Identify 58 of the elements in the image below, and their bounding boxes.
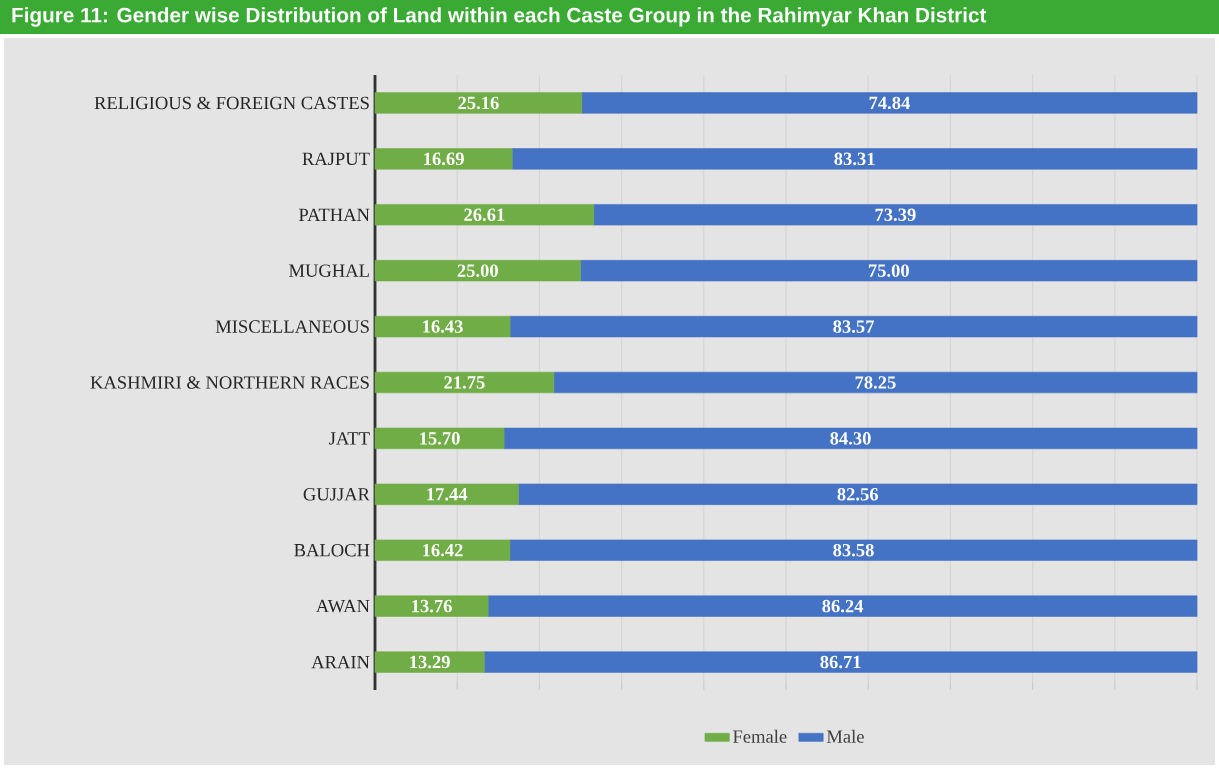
bar (580, 260, 1198, 282)
y-tick-label: KASHMIRI & NORTHERN RACES (90, 376, 369, 389)
bar (509, 315, 1198, 338)
data-label: 86.71 (820, 655, 861, 669)
bar (511, 148, 1198, 170)
data-label: 16.69 (424, 152, 464, 166)
bar (374, 483, 519, 505)
bar (483, 651, 1198, 673)
data-label: 13.29 (410, 655, 450, 669)
y-tick-label: MISCELLANEOUS (215, 320, 369, 333)
data-label: 83.58 (833, 543, 874, 557)
bar (374, 92, 583, 114)
bar (509, 539, 1198, 561)
bar (374, 148, 513, 170)
chart-title: Figure 11: Gender wise Distribution of Land within each Caste Group in the Rahimyar Khan District (12, 7, 987, 27)
data-label: 21.75 (444, 376, 485, 389)
bar (593, 204, 1198, 226)
y-tick-label: MUGHAL (289, 264, 369, 277)
y-tick-label: AWAN (315, 599, 370, 613)
data-label: 16.42 (423, 543, 463, 557)
y-tick-label: RELIGIOUS & FOREIGN CASTES (94, 96, 369, 110)
data-label: 74.84 (869, 96, 910, 110)
bar (374, 204, 595, 226)
data-label: 17.44 (427, 488, 468, 501)
bar (374, 427, 505, 450)
data-label: 75.00 (868, 264, 909, 277)
data-label: 86.24 (822, 599, 864, 613)
bar (487, 595, 1198, 617)
bar (374, 539, 511, 561)
bar (374, 595, 489, 617)
data-label: 25.00 (457, 264, 498, 277)
bar (553, 371, 1198, 394)
data-label: 83.31 (834, 152, 875, 166)
y-tick-label: ARAIN (311, 655, 370, 669)
y-tick-label: JATT (329, 432, 370, 445)
bar (581, 92, 1198, 114)
y-tick-label: BALOCH (294, 543, 370, 557)
data-label: 78.25 (855, 376, 896, 389)
legend-label: Male (826, 729, 864, 743)
data-label: 83.57 (833, 320, 874, 333)
data-label: 13.76 (412, 599, 452, 613)
data-label: 84.30 (830, 432, 871, 445)
bar (503, 427, 1198, 450)
y-tick-label: RAJPUT (302, 152, 370, 166)
bar (374, 371, 555, 394)
y-tick-label: PATHAN (298, 208, 370, 221)
data-label: 73.39 (875, 208, 916, 222)
y-tick-label: GUJJAR (303, 488, 370, 501)
data-label: 82.56 (837, 488, 879, 501)
bar (518, 483, 1198, 505)
data-label: 15.70 (420, 432, 460, 445)
bar (374, 651, 485, 673)
data-label: 26.61 (464, 208, 505, 222)
data-label: 25.16 (458, 96, 499, 110)
bar (374, 260, 581, 282)
bar (374, 315, 511, 338)
legend-label: Female (733, 729, 787, 743)
data-label: 16.43 (423, 320, 463, 333)
